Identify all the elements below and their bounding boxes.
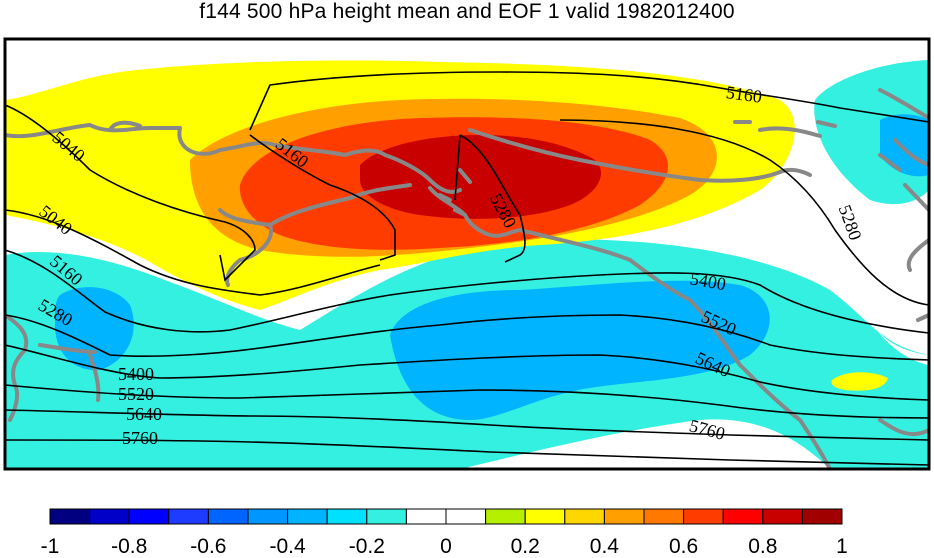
colorbar-tick-label: -0.4 xyxy=(269,535,306,558)
contour-5040-north xyxy=(5,104,256,282)
contour-label: 5760 xyxy=(122,428,158,448)
colorbar-tick-label: 0.8 xyxy=(748,535,778,558)
colorbar-box xyxy=(445,508,487,525)
colorbar-tick-label: 1 xyxy=(836,535,848,558)
contour-label: 5160 xyxy=(725,82,763,107)
colorbar-box xyxy=(524,508,566,525)
colorbar-box xyxy=(326,508,368,525)
colorbar-tick-label: -0.6 xyxy=(190,535,227,558)
colorbar-boxes xyxy=(49,508,843,525)
map-frame xyxy=(3,37,931,471)
white-gap-south xyxy=(460,419,830,469)
colorbar-box xyxy=(168,508,209,525)
colorbar-box xyxy=(722,508,764,525)
colorbar-tick-label: 0 xyxy=(440,535,452,558)
colorbar-box xyxy=(128,508,170,525)
contour-5160-west xyxy=(5,249,929,334)
colorbar-box xyxy=(405,508,447,525)
contour-5280-west xyxy=(5,314,929,361)
colorbar-box xyxy=(247,508,289,525)
contour-5040-west xyxy=(5,209,381,296)
colorbar-box xyxy=(603,508,645,525)
contour-5520 xyxy=(5,384,929,419)
colorbar-tick-label: -0.2 xyxy=(348,535,385,558)
contour-label: 5640 xyxy=(126,404,162,424)
contour-5280-east xyxy=(559,119,929,306)
coastlines xyxy=(5,88,929,469)
contour-5160-mid xyxy=(249,134,396,261)
colorbar-box xyxy=(683,508,724,525)
white-gap-east xyxy=(860,300,929,365)
colorbar-box xyxy=(564,508,605,525)
height-contours xyxy=(5,71,929,466)
blue-anomaly-central xyxy=(390,280,770,420)
contour-5280-mid xyxy=(454,134,526,263)
contour-5760 xyxy=(5,439,929,466)
chart-title: f144 500 hPa height mean and EOF 1 valid… xyxy=(199,0,735,23)
contour-label: 5520 xyxy=(118,384,154,404)
colorbar-box xyxy=(762,508,803,525)
colorbar-tick-label: -0.8 xyxy=(111,535,148,558)
colorbar-tick-label: 0.6 xyxy=(668,535,699,558)
colorbar-tick-label: 0.4 xyxy=(589,535,619,558)
colorbar-tick-label: -1 xyxy=(40,535,60,558)
colorbar-box xyxy=(89,508,130,525)
colorbar-box xyxy=(287,508,328,525)
colorbar-box xyxy=(207,508,249,525)
colorbar-box xyxy=(801,508,843,525)
contour-5160-north xyxy=(249,71,929,131)
colorbar-box xyxy=(643,508,685,525)
colorbar-tick-label: 0.2 xyxy=(510,535,540,558)
dark-red-anomaly xyxy=(360,135,601,219)
colorbar-box xyxy=(49,508,91,525)
contour-5640 xyxy=(5,409,929,441)
contour-5400 xyxy=(5,344,929,401)
colorbar-box xyxy=(485,508,526,525)
yellow-anomaly-small xyxy=(831,372,888,391)
colorbar-box xyxy=(366,508,407,525)
contour-label: 5400 xyxy=(118,364,154,384)
